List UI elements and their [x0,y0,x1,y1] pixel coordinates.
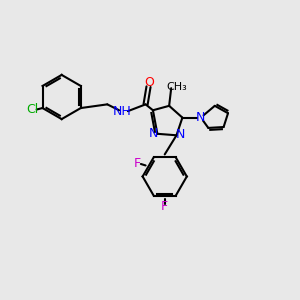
Text: O: O [144,76,154,89]
Text: F: F [161,200,168,213]
Text: Cl: Cl [26,103,38,116]
Text: NH: NH [113,105,131,118]
Text: N: N [196,110,205,124]
Text: F: F [134,157,141,169]
Text: N: N [148,127,158,140]
Text: N: N [176,128,186,141]
Text: CH₃: CH₃ [166,82,187,92]
